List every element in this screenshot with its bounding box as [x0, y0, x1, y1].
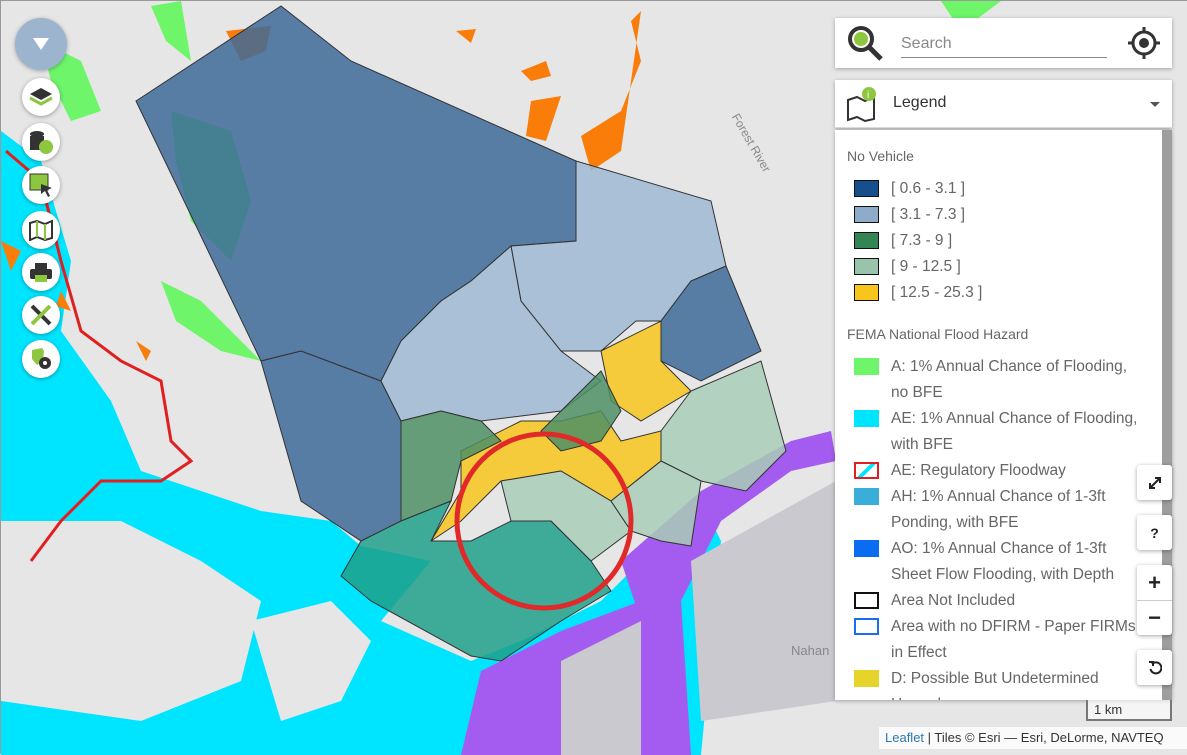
legend-item: Area Not Included [854, 588, 1144, 614]
attribution: Leaflet | Tiles © Esri — Esri, DeLorme, … [879, 727, 1187, 749]
legend-item: [ 12.5 - 25.3 ] [854, 280, 1144, 306]
legend-label: [ 12.5 - 25.3 ] [891, 284, 983, 301]
tract-9-12.5 [660, 360, 787, 492]
legend-label: AO: 1% Annual Chance of 1-3ft Sheet Flow… [891, 540, 1115, 583]
legend-label: A: 1% Annual Chance of Flooding, no BFE [891, 358, 1128, 401]
legend-item: [ 7.3 - 9 ] [854, 228, 1144, 254]
legend-item: AO: 1% Annual Chance of 1-3ft Sheet Flow… [854, 536, 1144, 588]
print-button[interactable] [22, 253, 60, 291]
legend-swatch [854, 180, 879, 197]
legend-label: [ 7.3 - 9 ] [891, 232, 953, 249]
svg-text:i: i [867, 90, 869, 101]
legend-info-map-icon: i [847, 87, 876, 122]
expand-icon [1148, 476, 1161, 489]
search-input[interactable] [901, 30, 1107, 58]
layers-button[interactable] [22, 78, 60, 116]
legend-swatch [854, 410, 879, 427]
legend-swatch [854, 358, 879, 375]
tract-7.3-9 [540, 370, 622, 452]
legend-item: Area with no DFIRM - Paper FIRMs in Effe… [854, 614, 1144, 666]
legend-swatch [854, 618, 879, 635]
map-icon [29, 219, 53, 241]
database-globe-icon [30, 131, 53, 154]
reset-view-button[interactable] [1137, 650, 1172, 685]
legend-swatch [854, 540, 879, 557]
legend-section-title: FEMA National Flood Hazard [847, 326, 1029, 342]
legend-item: A: 1% Annual Chance of Flooding, no BFE [854, 354, 1144, 406]
fullscreen-button[interactable] [1137, 465, 1172, 500]
legend-item: AE: 1% Annual Chance of Flooding, with B… [854, 406, 1144, 458]
printer-icon [30, 263, 52, 282]
legend-swatch [854, 488, 879, 505]
floodway [5, 149, 194, 562]
legend-section-title: No Vehicle [847, 148, 914, 164]
legend-header[interactable]: i Legend [835, 80, 1172, 128]
tools-icon [30, 304, 52, 326]
leaflet-link[interactable]: Leaflet [885, 730, 925, 745]
legend-swatch [854, 284, 879, 301]
select-features-button[interactable] [22, 166, 60, 204]
tract-7.3-9 [340, 500, 612, 662]
legend-label: Area with no DFIRM - Paper FIRMs in Effe… [891, 618, 1136, 661]
legend-label: Area Not Included [891, 592, 1016, 609]
legend-swatch [854, 232, 879, 249]
collapse-caret-icon[interactable] [1150, 102, 1160, 107]
legend-label: [ 3.1 - 7.3 ] [891, 206, 966, 223]
zoom-control: + − [1137, 565, 1172, 635]
legend-item: AH: 1% Annual Chance of 1-3ft Ponding, w… [854, 484, 1144, 536]
legend-swatch [854, 670, 879, 687]
scale-bar: 1 km [1086, 700, 1172, 721]
help-button[interactable]: ? [1137, 515, 1172, 550]
legend-label: AE: 1% Annual Chance of Flooding, with B… [891, 410, 1138, 453]
legend-label: [ 0.6 - 3.1 ] [891, 180, 966, 197]
legend-swatch [854, 206, 879, 223]
zoom-in-button[interactable]: + [1148, 570, 1161, 595]
flood-zone-ve [621, 431, 836, 755]
highlight-circle [454, 431, 634, 611]
legend-swatch [854, 592, 879, 609]
rotate-icon [1148, 660, 1162, 674]
map-label-place: Nahan [791, 643, 830, 658]
settings-button[interactable] [22, 340, 60, 378]
legend-body: No Vehicle [ 0.6 - 3.1 ] [ 3.1 - 7.3 ] [ 7… [835, 130, 1172, 700]
legend-label: AH: 1% Annual Chance of 1-3ft Ponding, w… [891, 488, 1106, 531]
search-icon [848, 26, 883, 61]
select-cursor-icon [29, 173, 52, 197]
caret-down-icon [33, 38, 49, 50]
data-catalog-button[interactable] [22, 123, 60, 161]
legend-label: D: Possible But Undetermined Hazard [891, 670, 1099, 700]
legend-label: [ 9 - 12.5 ] [891, 258, 961, 275]
tools-button[interactable] [22, 296, 60, 334]
legend-scrollbar[interactable] [1162, 130, 1172, 700]
tract-3.1-7.3 [510, 160, 727, 352]
legend-item: [ 0.6 - 3.1 ] [854, 176, 1144, 202]
legend-item: [ 9 - 12.5 ] [854, 254, 1144, 280]
legend-swatch [854, 258, 879, 275]
attribution-text: | Tiles © Esri — Esri, DeLorme, NAVTEQ [924, 730, 1164, 745]
layers-icon [29, 88, 53, 106]
search-panel [835, 18, 1172, 68]
locate-icon[interactable] [1127, 26, 1161, 60]
legend-title: Legend [893, 94, 947, 111]
legend-item: [ 3.1 - 7.3 ] [854, 202, 1144, 228]
shield-gear-icon [32, 348, 51, 369]
legend-item: D: Possible But Undetermined Hazard [854, 666, 1144, 700]
toolbar-toggle-button[interactable] [15, 18, 67, 70]
legend-item: AE: Regulatory Floodway [854, 458, 1144, 484]
zoom-out-button[interactable]: − [1137, 600, 1172, 635]
legend-swatch [854, 462, 879, 479]
legend-map-button[interactable] [22, 211, 60, 249]
legend-label: AE: Regulatory Floodway [891, 462, 1066, 479]
